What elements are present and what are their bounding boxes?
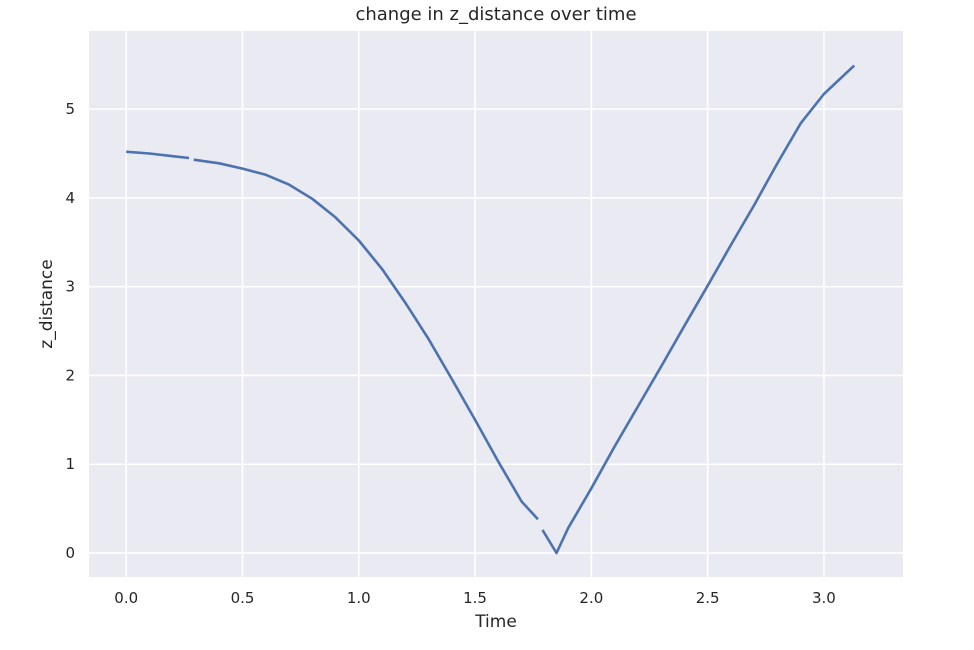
y-axis-label: z_distance [37,259,57,348]
x-tick-label: 0.0 [114,589,138,607]
y-tick-label: 3 [65,278,75,296]
x-tick-label: 3.0 [812,589,836,607]
series-line [541,64,856,555]
x-tick-label: 1.0 [347,589,371,607]
y-axis-ticks: 0 1 2 3 4 5 [65,100,75,562]
y-tick-label: 4 [65,189,75,207]
x-axis-ticks: 0.0 0.5 1.0 1.5 2.0 2.5 3.0 [114,589,836,607]
series-line [193,158,539,521]
x-tick-label: 2.5 [696,589,720,607]
grid-lines [89,31,903,577]
series-layer [126,64,856,555]
plot-area [89,31,903,577]
y-tick-label: 5 [65,100,75,118]
x-tick-label: 2.0 [579,589,603,607]
series-line [126,150,190,160]
y-tick-label: 0 [65,544,75,562]
x-tick-label: 1.5 [463,589,487,607]
x-tick-label: 0.5 [231,589,255,607]
x-axis-label: Time [474,612,517,632]
y-tick-label: 1 [65,455,75,473]
chart-title: change in z_distance over time [355,4,636,25]
y-tick-label: 2 [65,366,75,384]
